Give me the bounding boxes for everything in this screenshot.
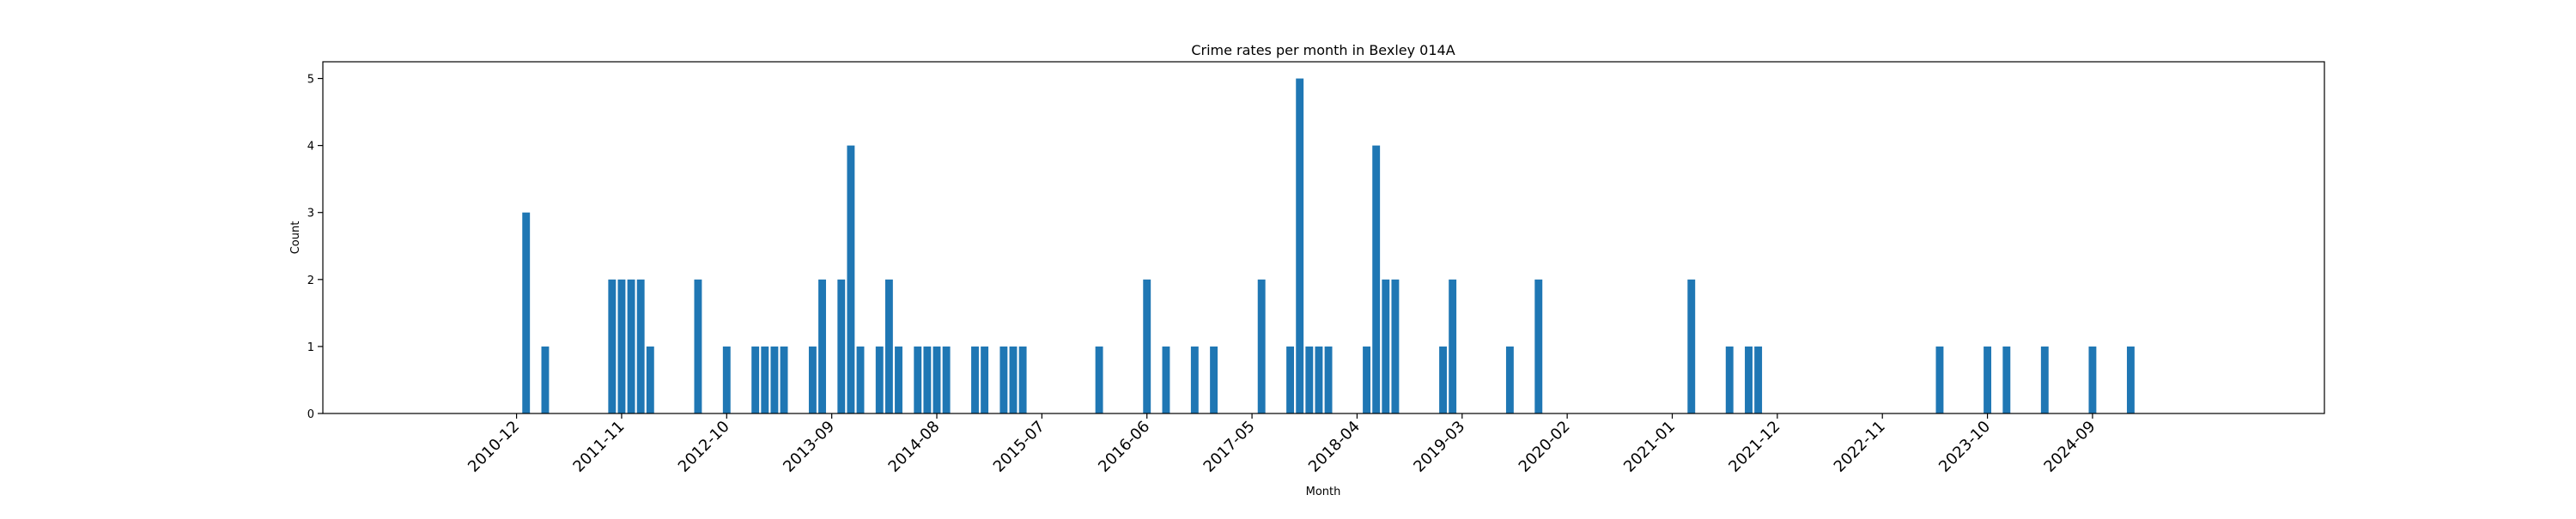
bar	[751, 346, 760, 413]
bar	[942, 346, 951, 413]
bar	[1372, 145, 1381, 413]
bar	[1382, 279, 1390, 413]
bar	[1439, 346, 1447, 413]
y-axis-ticks: 0 1 2 3 4 5	[307, 74, 323, 421]
bar	[1449, 279, 1457, 413]
bar	[1143, 279, 1151, 413]
bar	[1984, 346, 1992, 413]
bar	[2002, 346, 2011, 413]
y-tick-label: 2	[307, 275, 314, 287]
bar	[856, 346, 865, 413]
bar	[847, 145, 855, 413]
bar	[646, 346, 654, 413]
bar	[2088, 346, 2097, 413]
bar	[541, 346, 550, 413]
bar	[1754, 346, 1763, 413]
bar	[608, 279, 617, 413]
bar	[1505, 346, 1514, 413]
bar	[1296, 78, 1304, 414]
bar	[1210, 346, 1218, 413]
bar	[981, 346, 989, 413]
bar	[1257, 279, 1266, 413]
bar	[1725, 346, 1734, 413]
bar	[770, 346, 779, 413]
bar	[1935, 346, 1944, 413]
bar	[1315, 346, 1323, 413]
x-axis-label: Month	[1306, 486, 1341, 498]
bar	[999, 346, 1008, 413]
bar	[1018, 346, 1027, 413]
y-tick-label: 5	[307, 74, 314, 87]
bar	[1305, 346, 1314, 413]
bar	[636, 279, 645, 413]
bar	[522, 212, 531, 413]
bar	[1095, 346, 1103, 413]
bar	[627, 279, 635, 413]
bar	[2040, 346, 2049, 413]
bar	[1324, 346, 1333, 413]
bar	[1009, 346, 1018, 413]
bar	[1286, 346, 1295, 413]
bar	[1534, 279, 1543, 413]
chart-title: Crime rates per month in Bexley 014A	[1191, 42, 1455, 58]
bars-group	[522, 78, 2135, 414]
bar	[923, 346, 932, 413]
bar	[933, 346, 941, 413]
bar	[971, 346, 979, 413]
bar	[722, 346, 731, 413]
bar	[875, 346, 884, 413]
bar	[1687, 279, 1696, 413]
y-tick-label: 3	[307, 208, 314, 220]
bar	[1190, 346, 1199, 413]
bar	[761, 346, 769, 413]
y-tick-label: 4	[307, 141, 314, 154]
plot-frame	[322, 61, 2325, 414]
bar	[837, 279, 846, 413]
bar	[808, 346, 817, 413]
bar	[1363, 346, 1371, 413]
bar	[914, 346, 922, 413]
y-axis-label: Count	[289, 221, 302, 255]
bar	[1745, 346, 1753, 413]
bar	[694, 279, 702, 413]
bar	[780, 346, 788, 413]
bar	[884, 279, 893, 413]
bar	[818, 279, 826, 413]
bar	[1391, 279, 1400, 413]
bar	[895, 346, 902, 413]
bar	[1162, 346, 1170, 413]
y-tick-label: 1	[307, 341, 314, 354]
bar	[617, 279, 626, 413]
y-tick-label: 0	[307, 408, 314, 421]
bar	[2126, 346, 2135, 413]
